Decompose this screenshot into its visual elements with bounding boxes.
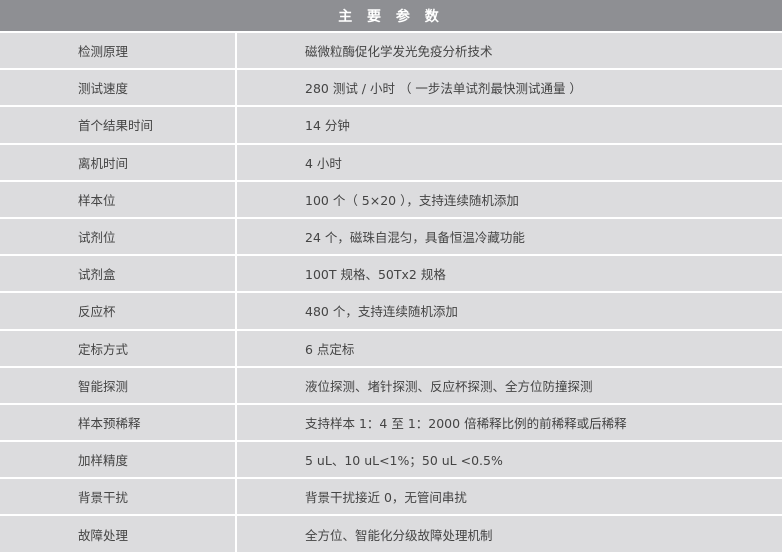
parameter-value: 14 分钟 <box>237 107 782 143</box>
parameter-label: 样本位 <box>0 181 235 217</box>
parameter-value: 支持样本 1：4 至 1：2000 倍稀释比例的前稀释或后稀释 <box>237 404 782 441</box>
parameter-label: 样本预稀释 <box>0 404 235 441</box>
parameter-label: 故障处理 <box>0 516 235 552</box>
parameter-label: 试剂位 <box>0 218 235 255</box>
parameter-label: 首个结果时间 <box>0 107 235 143</box>
table-title: 主 要 参 数 <box>0 0 782 31</box>
parameter-value: 背景干扰接近 0，无管间串扰 <box>237 479 782 515</box>
parameter-value: 磁微粒酶促化学发光免疫分析技术 <box>237 33 782 69</box>
parameter-value: 全方位、智能化分级故障处理机制 <box>237 516 782 552</box>
parameter-value: 480 个，支持连续随机添加 <box>237 293 782 329</box>
parameter-label: 离机时间 <box>0 144 235 180</box>
parameter-label: 试剂盒 <box>0 256 235 292</box>
parameter-value: 24 个，磁珠自混匀，具备恒温冷藏功能 <box>237 218 782 255</box>
parameter-label: 加样精度 <box>0 442 235 478</box>
parameter-label: 检测原理 <box>0 33 235 69</box>
parameter-value: 6 点定标 <box>237 330 782 366</box>
parameter-table: 检测原理 磁微粒酶促化学发光免疫分析技术 测试速度 280 测试 / 小时 （ 一步法… <box>0 31 782 552</box>
parameter-value: 100 个（ 5×20 ），支持连续随机添加 <box>237 181 782 217</box>
parameter-label: 定标方式 <box>0 330 235 366</box>
parameter-label: 智能探测 <box>0 367 235 403</box>
parameter-value: 4 小时 <box>237 144 782 180</box>
parameter-value: 液位探测、堵针探测、反应杯探测、全方位防撞探测 <box>237 367 782 403</box>
parameter-value: 5 uL、10 uL<1%；50 uL <0.5% <box>237 442 782 478</box>
parameter-label: 背景干扰 <box>0 479 235 515</box>
parameter-label: 测试速度 <box>0 70 235 106</box>
parameter-value: 280 测试 / 小时 （ 一步法单试剂最快测试通量 ） <box>237 70 782 106</box>
parameter-label: 反应杯 <box>0 293 235 329</box>
parameter-value: 100T 规格、50Tx2 规格 <box>237 256 782 292</box>
